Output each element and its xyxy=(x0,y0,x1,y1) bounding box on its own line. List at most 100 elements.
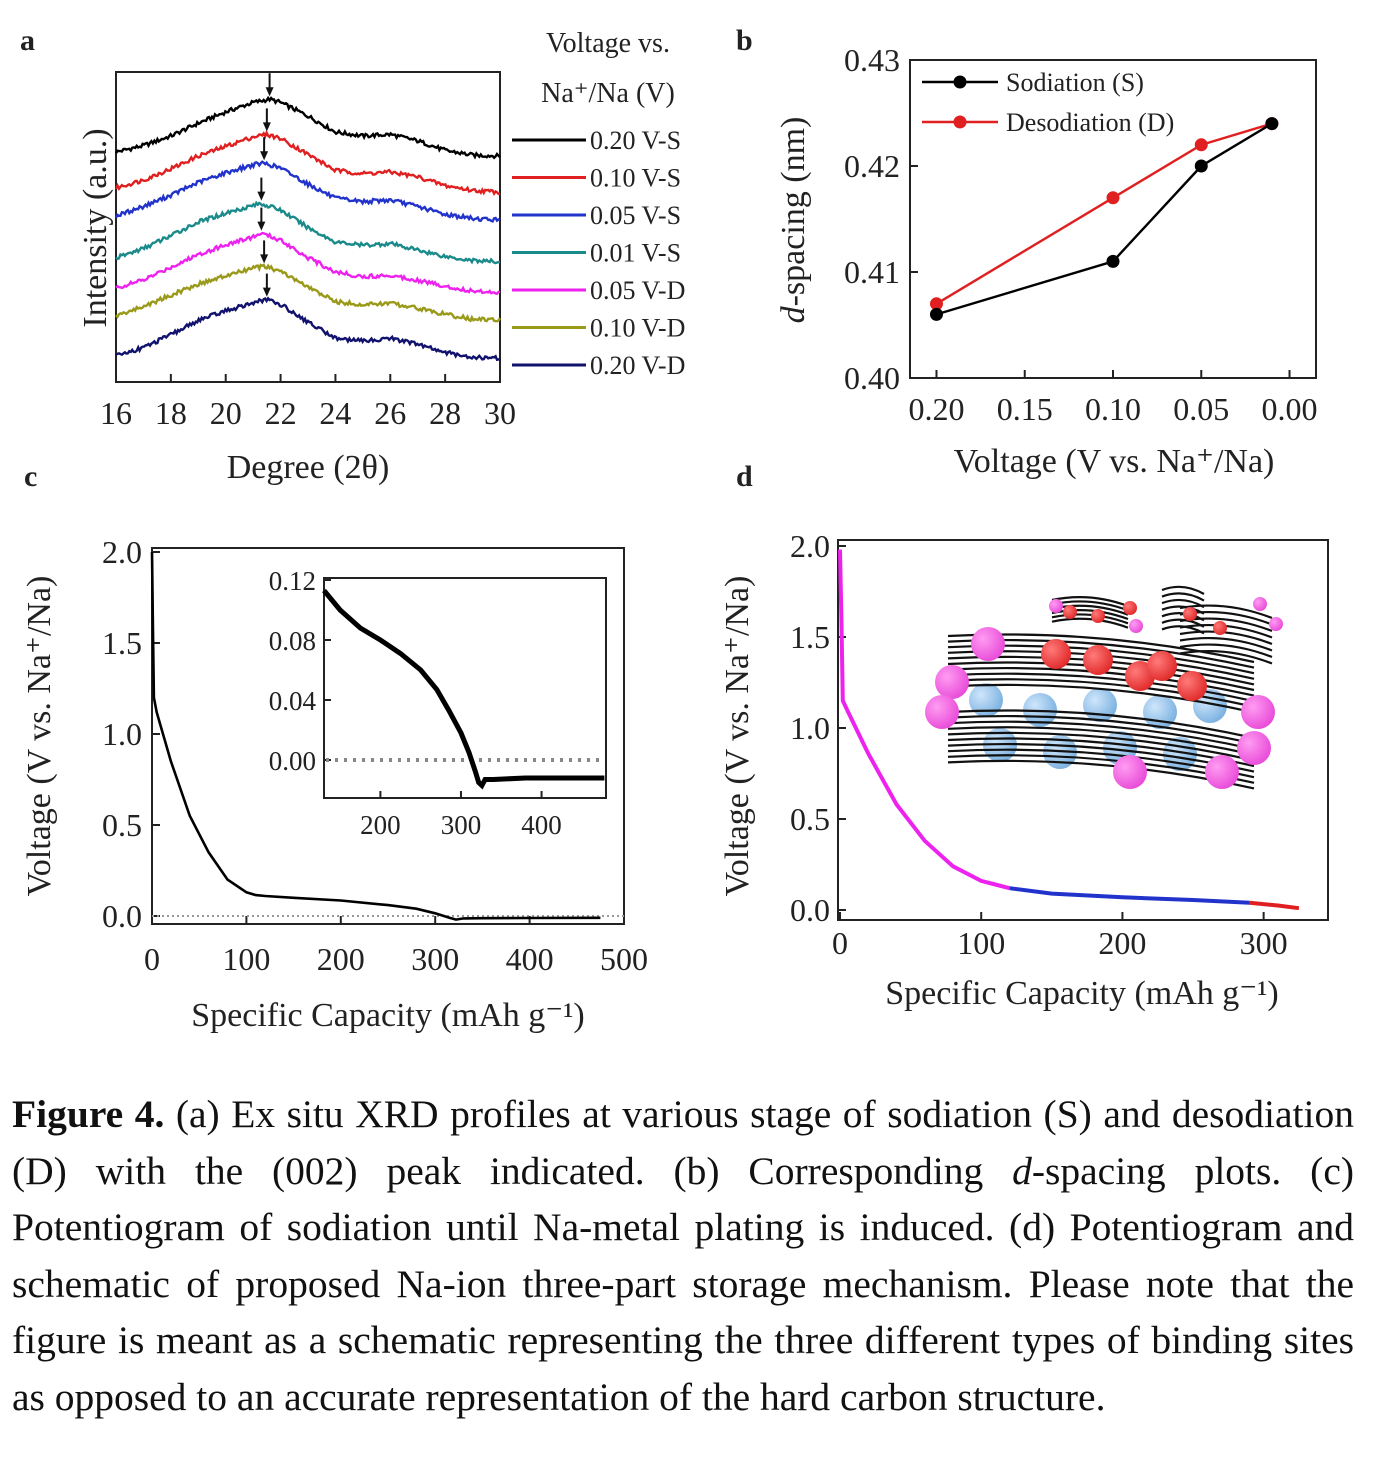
panel-a-plot-frame xyxy=(115,71,501,383)
graphene-sheet xyxy=(1179,649,1273,665)
x-tick-label: 30 xyxy=(484,395,516,431)
potential-curve xyxy=(150,551,601,921)
peak-arrow-head xyxy=(257,191,266,201)
data-point xyxy=(1194,138,1208,152)
x-tick-label: 0.05 xyxy=(1173,391,1229,427)
graphene-sheet xyxy=(1179,643,1273,659)
y-tick-label: 0.0 xyxy=(102,898,142,934)
graphene-sheet xyxy=(1161,592,1205,602)
panel-c-plot-frame xyxy=(151,547,625,925)
legend-swatch-marker xyxy=(953,75,967,89)
graphene-sheet xyxy=(947,709,1255,740)
panel-d-x-axis-label: Specific Capacity (mAh g⁻¹) xyxy=(885,975,1279,1012)
data-point xyxy=(1106,191,1120,205)
inset-y-tick-label: 0.00 xyxy=(269,746,316,776)
graphene-sheet xyxy=(947,726,1255,756)
legend-entry: 0.05 V-D xyxy=(590,276,685,305)
panel-a-x-axis-label: Degree (2θ) xyxy=(227,449,390,486)
panel-a-legend-title-line2: Na⁺/Na (V) xyxy=(541,78,675,109)
panel-a-legend: 0.20 V-S 0.10 V-S 0.05 V-S 0.01 V-S 0.05 V-D… xyxy=(512,126,685,380)
panel-c-potentiogram: c 0 100 200 300 400 500 0.0 0.5 1.0 1.5 2.0 200 300… xyxy=(21,460,648,1034)
figure-caption-italic-d: d xyxy=(1012,1148,1032,1193)
x-tick-label: 22 xyxy=(265,395,297,431)
data-point xyxy=(1265,117,1279,131)
y-tick-label: 0.5 xyxy=(790,801,830,837)
plated-na-sphere xyxy=(1177,671,1207,701)
data-point xyxy=(929,307,943,321)
x-tick-label: 0.20 xyxy=(908,391,964,427)
legend-entry: Sodiation (S) xyxy=(1006,68,1144,97)
peak-arrow-head xyxy=(262,287,271,297)
edge-na-sphere xyxy=(1129,619,1143,633)
panel-a-curves xyxy=(114,95,501,362)
interlayer-na-sphere xyxy=(1143,695,1177,729)
edge-na-sphere xyxy=(1049,599,1063,613)
xrd-curve xyxy=(114,160,501,223)
panel-d-series xyxy=(838,549,1300,911)
legend-entry: 0.10 V-S xyxy=(590,164,681,193)
plated-na-sphere xyxy=(1083,645,1113,675)
inset-x-tick-label: 400 xyxy=(521,810,562,840)
plated-na-sphere xyxy=(1041,639,1071,669)
xrd-curve xyxy=(115,296,501,362)
x-tick-label: 16 xyxy=(100,395,132,431)
y-tick-label: 0.0 xyxy=(790,892,830,928)
panel-c-series xyxy=(150,551,624,921)
graphene-sheet xyxy=(947,731,1255,762)
xrd-curve xyxy=(115,200,501,265)
graphene-sheet xyxy=(947,683,1255,714)
data-point xyxy=(1194,159,1208,173)
x-tick-label: 26 xyxy=(374,395,406,431)
y-tick-label: 1.0 xyxy=(790,710,830,746)
x-tick-label: 400 xyxy=(506,941,554,977)
legend-swatch-marker xyxy=(953,115,967,129)
panel-c-inset-frame xyxy=(323,577,607,799)
graphene-sheet xyxy=(1051,596,1129,608)
y-tick-label: 1.5 xyxy=(790,619,830,655)
graphene-sheet xyxy=(1161,585,1205,595)
edge-na-sphere xyxy=(935,665,969,699)
series-line xyxy=(936,122,1273,316)
panel-b-ticks: 0.20 0.15 0.10 0.05 0.00 0.40 0.41 0.42 0.43 xyxy=(844,42,1318,427)
edge-na-sphere xyxy=(1269,617,1283,631)
x-tick-label: 18 xyxy=(155,395,187,431)
figure-caption-part2: -spacing plots. (c) Potentiogram of sodi… xyxy=(12,1148,1355,1419)
plated-na-sphere xyxy=(1063,605,1077,619)
x-tick-label: 20 xyxy=(210,395,242,431)
panel-a-y-axis-label: Intensity (a.u.) xyxy=(77,128,114,327)
y-tick-label: 0.40 xyxy=(844,360,900,396)
storage-mechanism-schematic xyxy=(925,585,1283,790)
panel-c-inset: 200 300 400 0.00 0.04 0.08 0.12 xyxy=(269,566,605,840)
plated-na-sphere xyxy=(1091,609,1105,623)
x-tick-label: 200 xyxy=(317,941,365,977)
edge-na-sphere xyxy=(1253,597,1267,611)
x-tick-label: 0.15 xyxy=(997,391,1053,427)
inset-y-tick-label: 0.12 xyxy=(269,566,316,596)
legend-entry: 0.05 V-S xyxy=(590,201,681,230)
x-tick-label: 100 xyxy=(222,941,270,977)
x-tick-label: 0.00 xyxy=(1262,391,1318,427)
edge-na-sphere xyxy=(1237,731,1271,765)
potential-curve-segment xyxy=(1249,900,1300,911)
legend-entry: 0.20 V-S xyxy=(590,126,681,155)
x-tick-label: 28 xyxy=(429,395,461,431)
panel-b-d-spacing: b 0.20 0.15 0.10 0.05 0.00 0.40 0.41 0.42 0.43 S… xyxy=(736,24,1318,480)
panel-b-y-axis-label-italic: d xyxy=(775,305,812,323)
panel-d-label: d xyxy=(736,460,753,493)
x-tick-label: 300 xyxy=(1240,925,1288,961)
peak-arrow-head xyxy=(257,221,266,231)
x-tick-label: 0.10 xyxy=(1085,391,1141,427)
panel-c-x-axis-label: Specific Capacity (mAh g⁻¹) xyxy=(191,997,585,1034)
panel-c-label: c xyxy=(24,460,37,493)
edge-na-sphere xyxy=(1241,695,1275,729)
graphene-sheet xyxy=(947,678,1255,708)
interlayer-na-sphere xyxy=(1083,688,1117,722)
potential-curve-segment xyxy=(1009,886,1250,905)
graphene-sheet xyxy=(1051,617,1129,629)
y-tick-label: 0.43 xyxy=(844,42,900,78)
graphene-sheet xyxy=(947,715,1255,745)
panel-a-x-ticks: 16 18 20 22 24 26 28 30 xyxy=(100,374,516,431)
xrd-curve xyxy=(115,263,501,323)
plated-na-sphere xyxy=(1147,651,1177,681)
xrd-curve xyxy=(114,129,501,196)
